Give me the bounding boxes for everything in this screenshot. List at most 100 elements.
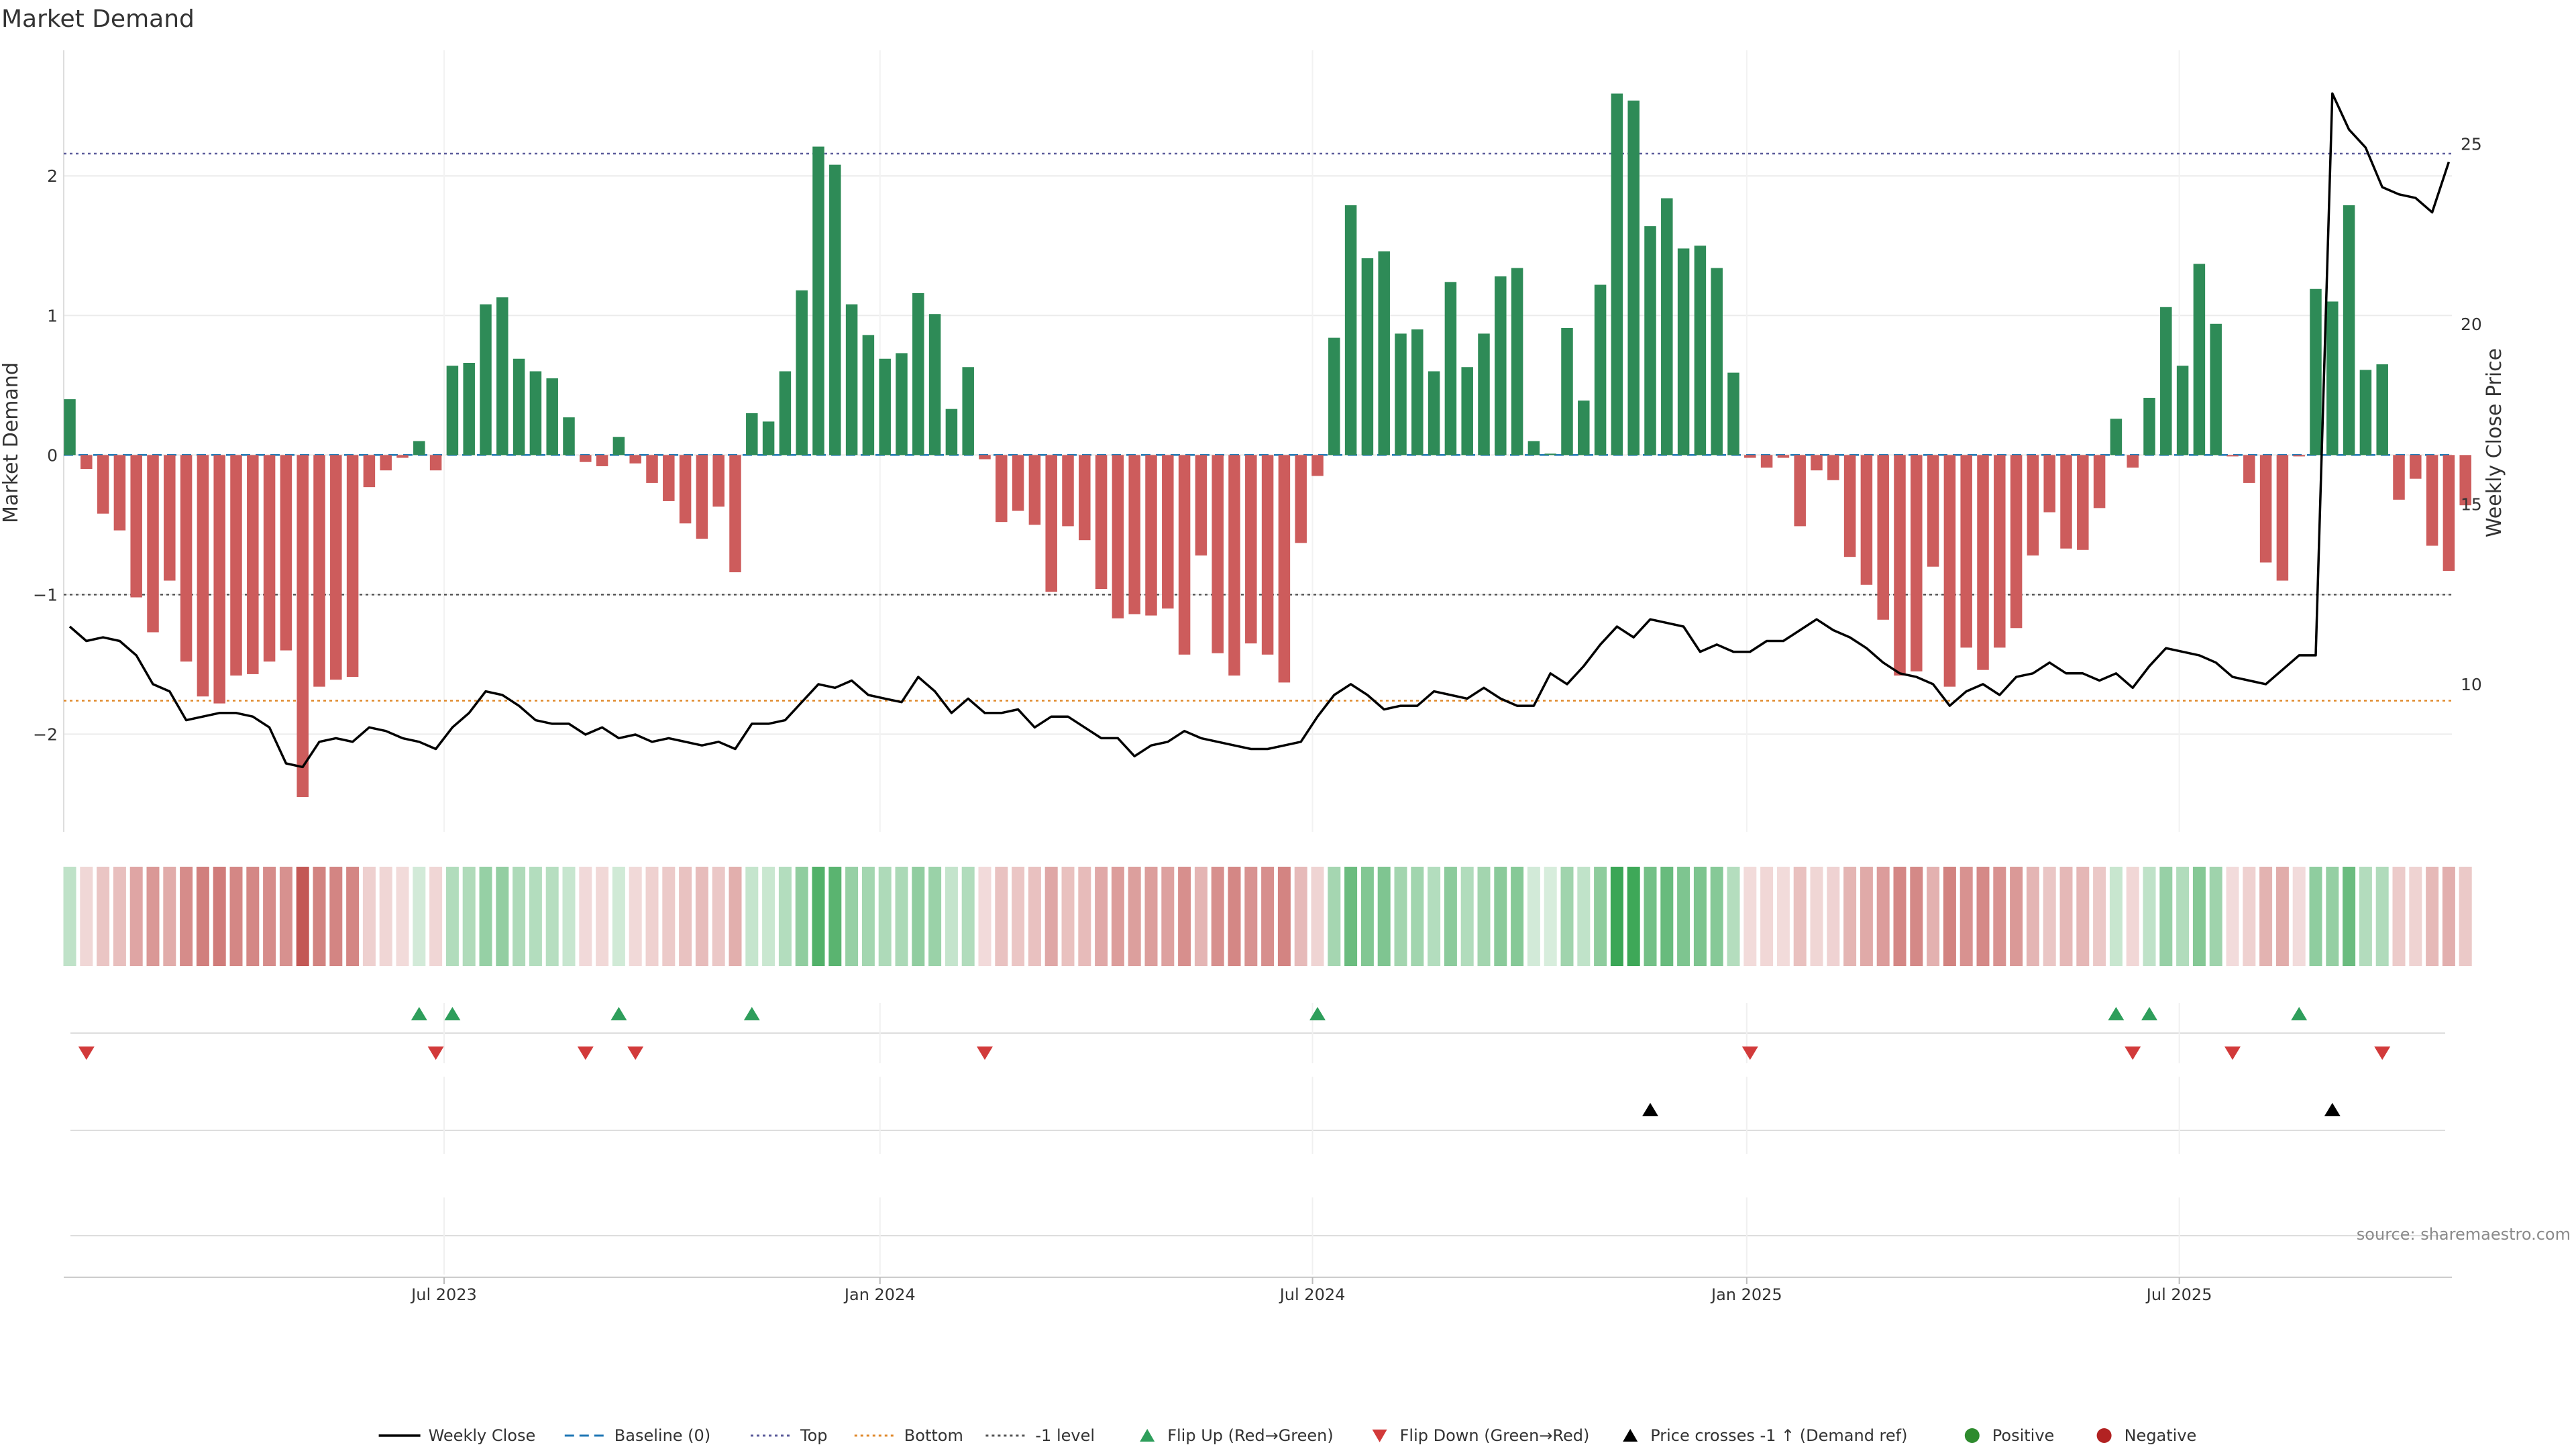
heat-cell [1960,867,1973,966]
heat-cell [596,867,609,966]
legend-label: Weekly Close [429,1426,536,1445]
heat-cell [97,867,110,966]
heat-cell [1144,867,1158,966]
demand-bar [1128,455,1140,614]
heat-cell [313,867,326,966]
heat-cell [80,867,93,966]
heat-cell [2259,867,2273,966]
right-y-tick-label: 10 [2461,675,2482,694]
chart-title: Market Demand [1,5,195,33]
heat-cell [1261,867,1275,966]
demand-bar [2376,364,2388,455]
heat-cell [1927,867,1940,966]
demand-bar [297,455,309,797]
heat-cell [1460,867,1474,966]
heat-cell [1876,867,1890,966]
demand-bar [147,455,159,633]
demand-bar [762,421,775,455]
legend-item: Positive [1964,1426,2054,1445]
heat-cell [229,867,243,966]
demand-bar [896,353,908,455]
heat-cell [2176,867,2190,966]
legend-swatch [1964,1428,1980,1443]
heat-cell [2143,867,2156,966]
heat-cell [462,867,476,966]
demand-bar [812,146,824,455]
right-y-tick-label: 20 [2461,315,2482,334]
heat-cell [1428,867,1441,966]
heat-cell [1743,867,1757,966]
heat-cell [662,867,676,966]
reference-lines [64,152,2452,702]
demand-bar [1644,226,1656,455]
heat-cell [1411,867,1424,966]
demand-bar [2060,455,2072,549]
heat-cell [1843,867,1857,966]
demand-bar [779,371,792,455]
demand-bar [1112,455,1124,619]
right-y-tick-label: 15 [2461,494,2482,514]
heat-cell [2359,867,2372,966]
demand-bar [1378,251,1390,455]
flip-down-marker [1741,1046,1758,1060]
demand-bar [1927,455,1939,567]
heat-cell [795,867,808,966]
demand-bar [1361,258,1374,455]
demand-bar [1212,455,1224,653]
demand-bar [180,455,193,662]
demand-bar [2410,455,2422,479]
demand-bar [64,399,76,455]
left-y-tick-label: −1 [33,585,58,604]
legend-label: Baseline (0) [614,1426,710,1445]
demand-bar [1045,455,1057,592]
flip-down-marker [2374,1046,2391,1060]
heat-cell [1976,867,1990,966]
heat-cell [396,867,409,966]
demand-bar [679,455,692,524]
demand-bar [513,358,525,455]
heat-cell [2226,867,2239,966]
x-tick-label: Jul 2023 [410,1285,477,1304]
demand-bar [164,455,176,581]
demand-bar [263,455,276,662]
heat-cell [129,867,143,966]
demand-bar [2426,455,2438,546]
demand-bar [879,358,891,455]
heat-cell [2309,867,2322,966]
heat-cell [2076,867,2090,966]
flip-down-marker [977,1046,993,1060]
demand-bar [1344,205,1357,455]
demand-bar [646,455,658,483]
heat-cell [1078,867,1091,966]
heat-cell [978,867,991,966]
heat-cell [1660,867,1674,966]
heat-cell [895,867,908,966]
heat-cell [1244,867,1258,966]
demand-bar [1578,400,1590,455]
demand-bar [1328,337,1340,455]
x-tick-label: Jul 2024 [1279,1285,1346,1304]
legend-label: Flip Down (Green→Red) [1400,1426,1590,1445]
demand-bar [663,455,675,501]
flip-up-marker [743,1007,760,1020]
heat-cell [745,867,759,966]
heat-cell [2159,867,2173,966]
demand-heat-strip [63,867,2472,966]
demand-bar [862,335,875,455]
heat-cell [1012,867,1025,966]
heat-cell [2392,867,2406,966]
heat-cell [63,867,76,966]
demand-bar [2143,398,2155,455]
heat-cell [1477,867,1491,966]
flip-down-marker [627,1046,644,1060]
heat-cell [2026,867,2039,966]
demand-bar [1694,246,1707,455]
demand-bar [1428,371,1440,455]
demand-bar [2443,455,2455,571]
heat-cell [579,867,592,966]
heat-cell [1893,867,1907,966]
demand-bar [1444,282,1457,455]
left-y-axis: 2 1 0 −1 −2 [33,166,58,744]
heat-cell [1344,867,1358,966]
flip-up-marker [2291,1007,2308,1020]
